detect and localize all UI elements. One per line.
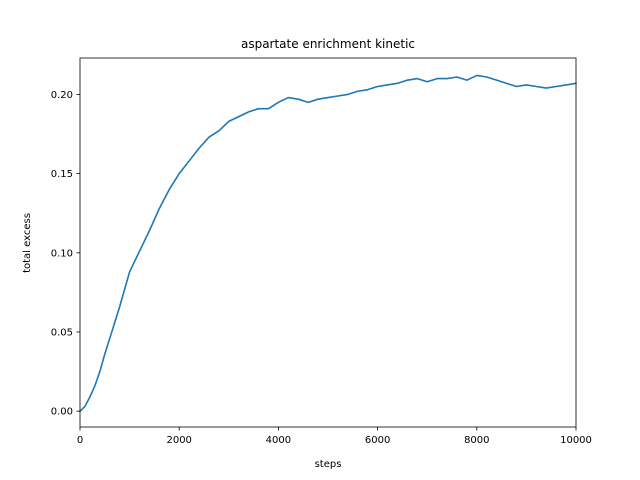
y-tick-label: 0.15 bbox=[51, 169, 73, 180]
x-tick-label: 0 bbox=[77, 435, 83, 446]
series-line-0 bbox=[79, 74, 577, 412]
y-tick-label: 0.00 bbox=[51, 407, 73, 418]
x-tick-label: 8000 bbox=[464, 435, 489, 446]
y-axis-label: total excess bbox=[22, 213, 33, 273]
y-tick-label: 0.05 bbox=[51, 327, 73, 338]
x-tick-label: 6000 bbox=[365, 435, 390, 446]
x-axis-label: steps bbox=[315, 459, 342, 470]
axes-frame bbox=[79, 57, 577, 428]
x-tick-label: 10000 bbox=[560, 435, 592, 446]
y-tick-label: 0.20 bbox=[51, 90, 73, 101]
plot-area: 0 2000 4000 6000 8000 10000 0.00 0.05 0.10 0.15 0.… bbox=[51, 57, 592, 446]
y-tick-label: 0.10 bbox=[51, 248, 73, 259]
chart-title: aspartate enrichment kinetic bbox=[241, 37, 415, 51]
x-tick-label: 2000 bbox=[166, 435, 191, 446]
x-tick-label: 4000 bbox=[266, 435, 291, 446]
